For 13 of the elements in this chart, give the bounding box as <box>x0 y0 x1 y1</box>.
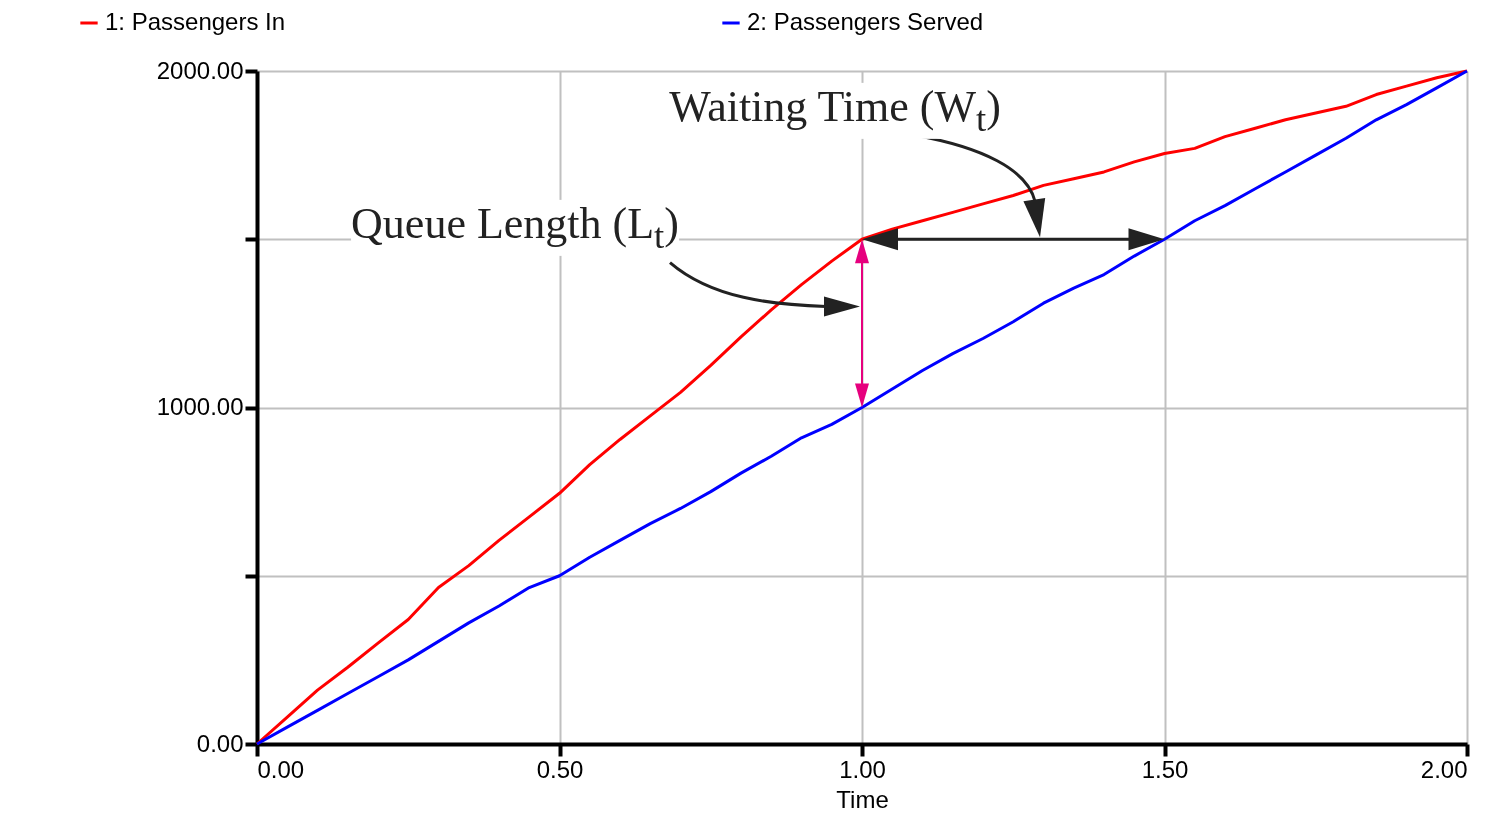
x-axis-title: Time <box>836 785 889 813</box>
annotation: Queue Length (L$_{t}$) <box>351 198 679 256</box>
legend-label: 1: Passengers In <box>105 8 286 35</box>
annotation: Waiting Time (W$_{t}$) <box>669 82 1001 140</box>
x-tick-label: 0.50 <box>536 755 584 783</box>
y-tick-label: 0.00 <box>196 729 244 757</box>
x-tick-label: 2.00 <box>1420 755 1468 783</box>
y-tick-label: 1000.00 <box>156 393 244 420</box>
x-tick-label: 0.00 <box>257 755 305 783</box>
x-tick-label: 1.50 <box>1141 755 1189 783</box>
legend-label: 2: Passengers Served <box>747 8 984 35</box>
y-tick-label: 2000.00 <box>156 56 244 84</box>
x-tick-label: 1.00 <box>839 755 886 783</box>
